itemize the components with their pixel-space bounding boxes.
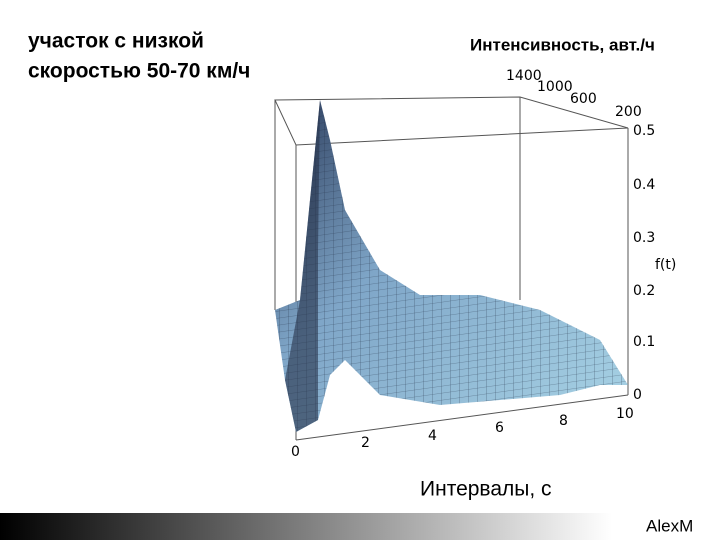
heading-line: скоростью 50-70 км/ч [28,60,250,83]
tick-label: 1400 [506,68,542,84]
tick-label: 600 [570,91,597,107]
heading-line: участок с низкой [28,30,204,53]
tick-label: 0.5 [633,123,655,139]
axis-title: f(t) [655,257,676,273]
tick-label: 0 [291,444,300,460]
footer-bar [0,513,720,540]
tick-label: 8 [559,413,568,429]
surface [275,100,628,432]
tick-label: 0 [633,387,642,403]
plot-box [274,96,629,441]
tick-label: 2 [361,435,370,451]
tick-label: 1000 [537,79,573,95]
tick-label: 0.1 [633,334,655,350]
tick-label: 4 [428,428,437,444]
author: AlexM [646,516,693,535]
tick-label: 0.3 [633,230,655,246]
axis-title: Интенсивность, авт./ч [470,35,655,54]
tick-label: 200 [615,104,642,120]
tick-label: 0.4 [633,177,655,193]
tick-label: 10 [616,406,634,422]
tick-label: 6 [495,420,504,436]
axis-title: Интервалы, с [420,478,552,501]
tick-label: 0.2 [633,283,655,299]
